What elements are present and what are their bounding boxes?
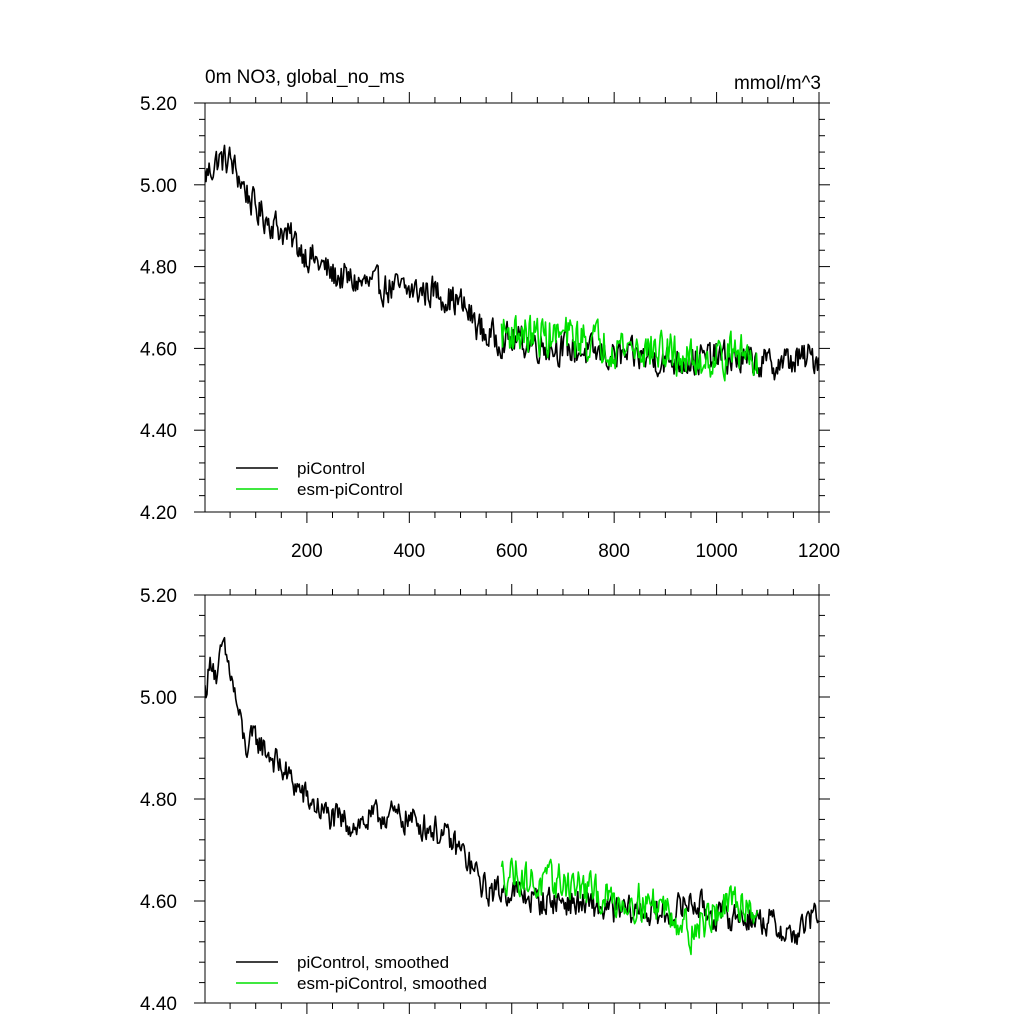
x-tick-label: 800 — [598, 541, 630, 562]
legend-label: piControl — [297, 459, 365, 478]
y-tick-label: 4.80 — [140, 790, 177, 811]
y-tick-label: 5.20 — [140, 94, 177, 115]
plot-frame — [204, 102, 820, 513]
y-tick-label: 4.80 — [140, 258, 177, 279]
chart-title: 0m NO3, global_no_ms — [205, 67, 405, 88]
legend-label: piControl, smoothed — [297, 953, 449, 972]
units-label: mmol/m^3 — [734, 73, 821, 94]
y-tick-label: 5.00 — [140, 688, 177, 709]
x-tick-label: 1200 — [798, 541, 840, 562]
series-line-picontrol — [205, 144, 819, 381]
x-tick-label: 200 — [291, 541, 323, 562]
y-tick-label: 5.00 — [140, 176, 177, 197]
legend-label: esm-piControl — [297, 480, 403, 499]
x-tick-label: 600 — [496, 541, 528, 562]
x-tick-label: 1000 — [695, 541, 737, 562]
series-line-picontrol-smoothed — [205, 636, 819, 946]
plot-frame — [204, 594, 820, 1004]
y-tick-label: 4.40 — [140, 994, 177, 1015]
y-tick-label: 4.60 — [140, 339, 177, 360]
series-line-esm-picontrol-smoothed — [500, 857, 759, 956]
bottom-panel: 4.40 4.60 4.80 5.00 5.20 piControl, smoothed e… — [140, 584, 830, 1015]
y-tick-label: 4.40 — [140, 421, 177, 442]
legend-label: esm-piControl, smoothed — [297, 974, 487, 993]
y-tick-label: 5.20 — [140, 586, 177, 607]
y-tick-label: 4.20 — [140, 503, 177, 524]
series-line-esm-picontrol — [500, 314, 759, 382]
y-tick-label: 4.60 — [140, 892, 177, 913]
x-tick-label: 400 — [393, 541, 425, 562]
top-panel: 4.20 4.40 4.60 4.80 5.00 5.20 200 400 600 800 1000… — [140, 67, 840, 562]
